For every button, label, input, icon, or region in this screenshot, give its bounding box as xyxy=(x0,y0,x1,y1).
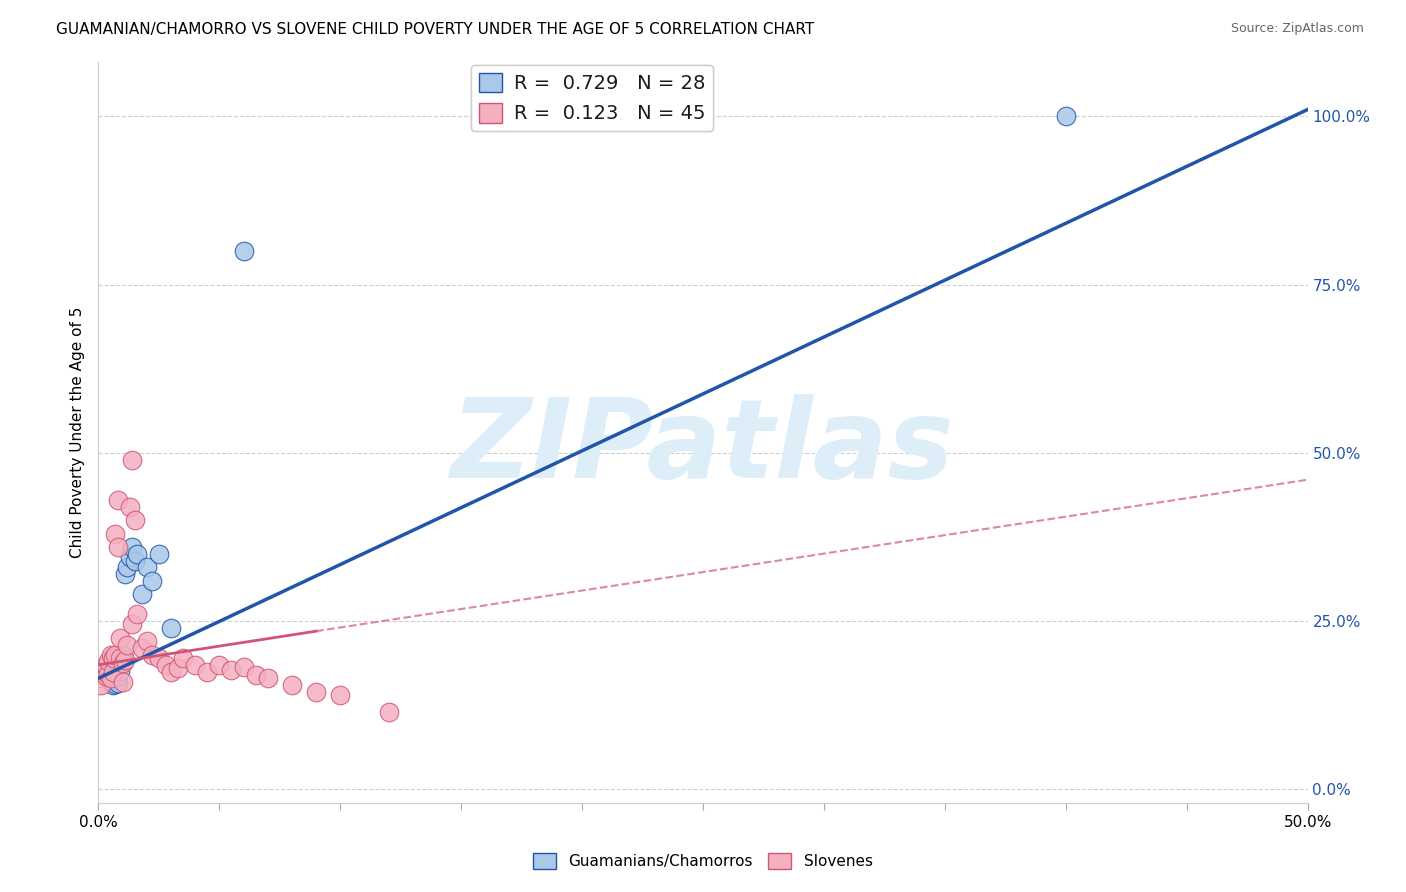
Point xyxy=(127,547,149,561)
Point xyxy=(97,655,120,669)
Point xyxy=(148,547,170,561)
Point xyxy=(160,665,183,679)
Point xyxy=(104,526,127,541)
Point xyxy=(127,607,149,622)
Point xyxy=(208,657,231,672)
Point xyxy=(305,685,328,699)
Point xyxy=(114,566,136,581)
Point xyxy=(131,587,153,601)
Point xyxy=(124,553,146,567)
Point xyxy=(97,669,120,683)
Point xyxy=(90,665,112,679)
Point xyxy=(94,671,117,685)
Point xyxy=(172,651,194,665)
Point xyxy=(117,560,139,574)
Text: ZIPatlas: ZIPatlas xyxy=(451,394,955,501)
Point xyxy=(281,678,304,692)
Text: GUAMANIAN/CHAMORRO VS SLOVENE CHILD POVERTY UNDER THE AGE OF 5 CORRELATION CHART: GUAMANIAN/CHAMORRO VS SLOVENE CHILD POVE… xyxy=(56,22,814,37)
Point xyxy=(104,676,127,690)
Point xyxy=(107,669,129,683)
Point xyxy=(101,651,124,665)
Point xyxy=(232,660,254,674)
Point xyxy=(121,617,143,632)
Point xyxy=(114,653,136,667)
Point xyxy=(100,671,122,685)
Point xyxy=(141,648,163,662)
Legend: R =  0.729   N = 28, R =  0.123   N = 45: R = 0.729 N = 28, R = 0.123 N = 45 xyxy=(471,65,713,131)
Point xyxy=(135,634,157,648)
Point xyxy=(135,560,157,574)
Point xyxy=(148,651,170,665)
Point xyxy=(100,648,122,662)
Point xyxy=(108,651,131,665)
Point xyxy=(1054,109,1077,123)
Point xyxy=(111,656,134,670)
Point xyxy=(91,668,114,682)
Point xyxy=(377,705,399,719)
Point xyxy=(256,671,278,685)
Legend: Guamanians/Chamorros, Slovenes: Guamanians/Chamorros, Slovenes xyxy=(527,847,879,875)
Point xyxy=(104,668,127,682)
Point xyxy=(117,638,139,652)
Point xyxy=(160,621,183,635)
Point xyxy=(107,540,129,554)
Point xyxy=(107,492,129,507)
Point xyxy=(195,665,218,679)
Point xyxy=(101,673,124,687)
Point xyxy=(221,663,243,677)
Point xyxy=(89,671,111,685)
Point xyxy=(184,657,207,672)
Point xyxy=(329,688,352,702)
Point xyxy=(131,640,153,655)
Point xyxy=(101,678,124,692)
Point xyxy=(232,244,254,258)
Point xyxy=(118,550,141,565)
Point xyxy=(124,513,146,527)
Point xyxy=(121,540,143,554)
Point xyxy=(97,666,120,681)
Point xyxy=(94,657,117,672)
Point xyxy=(111,648,134,662)
Point xyxy=(111,655,134,669)
Point xyxy=(100,666,122,681)
Point xyxy=(155,657,177,672)
Point xyxy=(94,669,117,683)
Point xyxy=(167,661,190,675)
Point xyxy=(245,668,267,682)
Point xyxy=(121,452,143,467)
Point xyxy=(107,676,129,690)
Y-axis label: Child Poverty Under the Age of 5: Child Poverty Under the Age of 5 xyxy=(69,307,84,558)
Point xyxy=(141,574,163,588)
Point xyxy=(118,500,141,514)
Point xyxy=(108,631,131,645)
Point xyxy=(90,678,112,692)
Point xyxy=(111,674,134,689)
Point xyxy=(108,664,131,678)
Point xyxy=(100,674,122,689)
Point xyxy=(101,665,124,679)
Point xyxy=(91,665,114,679)
Point xyxy=(104,648,127,662)
Text: Source: ZipAtlas.com: Source: ZipAtlas.com xyxy=(1230,22,1364,36)
